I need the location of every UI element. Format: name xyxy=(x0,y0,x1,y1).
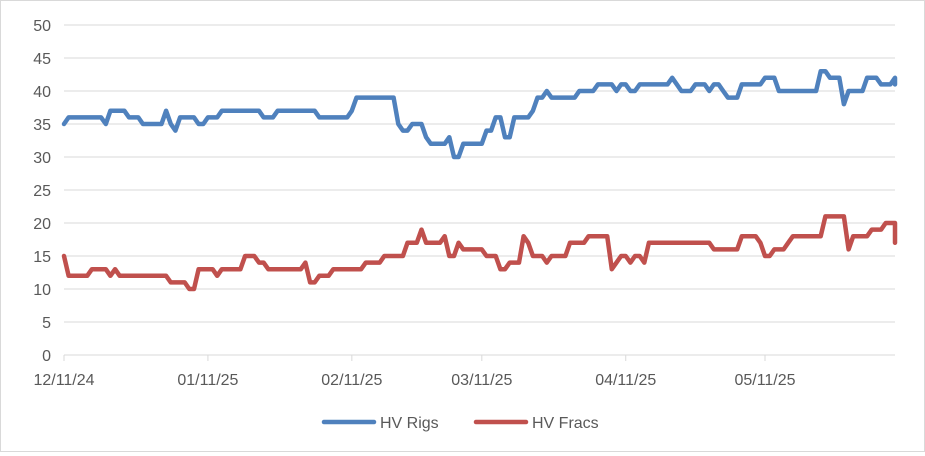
legend: HV Rigs HV Fracs xyxy=(321,415,599,432)
y-tick-label: 45 xyxy=(33,51,51,68)
y-tick-label: 40 xyxy=(33,84,51,101)
legend-label: HV Fracs xyxy=(532,415,599,432)
series-lines xyxy=(61,68,898,292)
x-tick-label: 04/11/25 xyxy=(595,372,656,389)
legend-item-hv-rigs: HV Rigs xyxy=(321,415,439,432)
y-tick-label: 50 xyxy=(33,18,51,35)
legend-item-hv-fracs: HV Fracs xyxy=(473,415,599,432)
y-tick-label: 15 xyxy=(33,249,51,266)
y-tick-label: 10 xyxy=(33,282,51,299)
x-tick-label: 02/11/25 xyxy=(321,372,382,389)
series-line-hv-rigs xyxy=(61,68,898,160)
y-tick-label: 20 xyxy=(33,216,51,233)
x-tick-label: 05/11/25 xyxy=(734,372,795,389)
y-tick-label: 0 xyxy=(42,348,51,365)
y-tick-label: 35 xyxy=(33,117,51,134)
y-tick-label: 25 xyxy=(33,183,51,200)
gridlines xyxy=(64,24,895,323)
x-tick-label: 03/11/25 xyxy=(451,372,512,389)
axes: 0 5 10 15 20 25 30 35 40 45 50 12/11/24 01/11/25 02/1… xyxy=(33,18,895,389)
x-tick-label: 12/11/24 xyxy=(33,372,94,389)
y-tick-label: 5 xyxy=(42,315,51,332)
legend-label: HV Rigs xyxy=(380,415,439,432)
x-tick-label: 01/11/25 xyxy=(177,372,238,389)
y-tick-label: 30 xyxy=(33,150,51,167)
series-line-hv-fracs xyxy=(61,214,898,292)
